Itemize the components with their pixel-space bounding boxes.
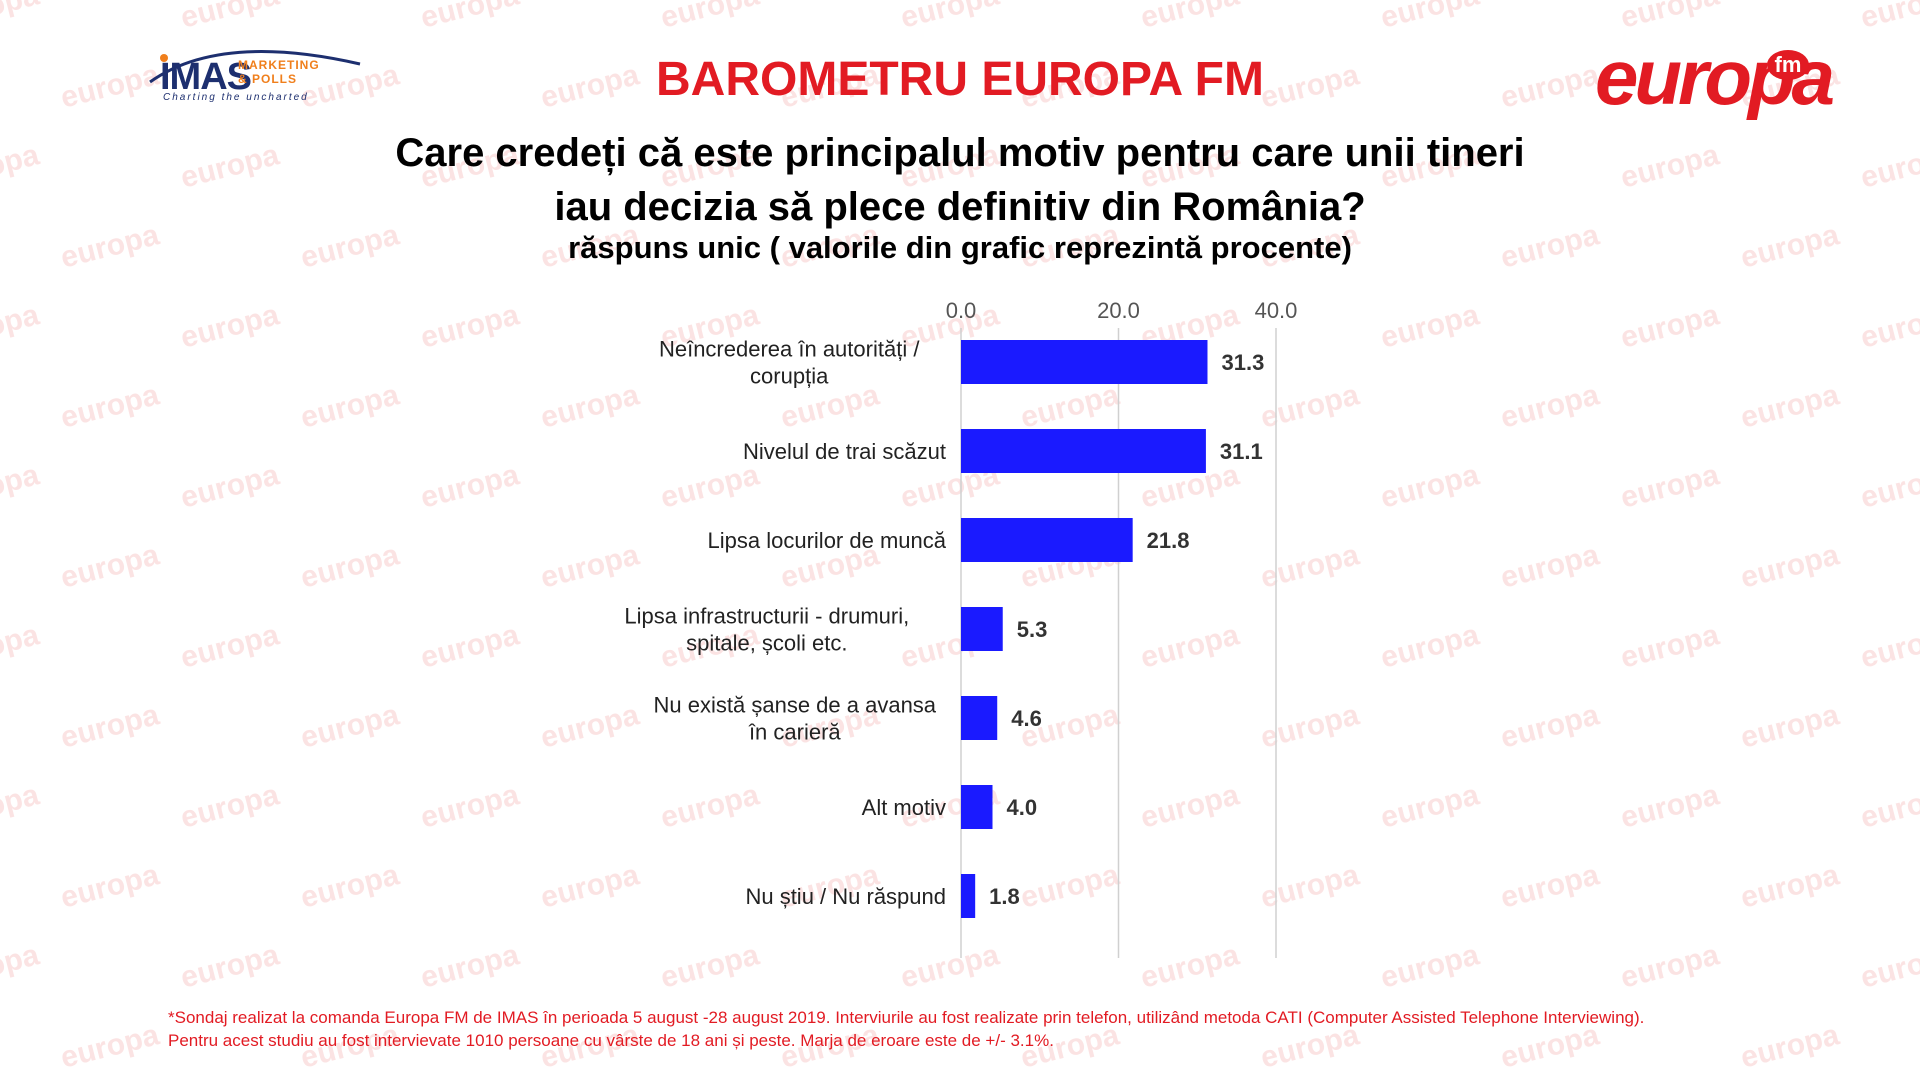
bar	[961, 518, 1133, 562]
bar-value-label: 1.8	[989, 884, 1020, 909]
europa-fm-logo: europa fm	[1595, 32, 1855, 121]
category-label: Lipsa infrastructurii - drumuri, spitale,…	[624, 604, 909, 656]
imas-logo-line2: & POLLS	[238, 72, 298, 86]
category-label-line: corupția	[750, 364, 829, 389]
footnote: *Sondaj realizat la comanda Europa FM de…	[168, 1006, 1888, 1052]
question-title: Care credeți că este principalul motiv p…	[260, 126, 1660, 234]
bar	[961, 607, 1003, 651]
imas-logo-line1: MARKETING	[238, 58, 320, 72]
category-label: Lipsa locurilor de muncă	[708, 528, 947, 553]
question-line-1: Care credeți că este principalul motiv p…	[395, 131, 1525, 175]
bar-value-label: 4.0	[1007, 795, 1038, 820]
bar-value-label: 31.3	[1221, 350, 1264, 375]
imas-logo-tagline: Charting the uncharted	[163, 92, 309, 103]
bar-value-label: 21.8	[1147, 528, 1190, 553]
x-tick-label: 20.0	[1097, 298, 1140, 323]
imas-logo-name: IMAS	[160, 56, 252, 98]
category-label-line: spitale, școli etc.	[686, 631, 847, 656]
category-label-line: Neîncrederea în autorități /	[659, 337, 920, 362]
category-label-line: Lipsa locurilor de muncă	[708, 528, 947, 553]
bar	[961, 874, 976, 918]
bar	[961, 429, 1206, 473]
category-label: Nu știu / Nu răspund	[745, 884, 946, 909]
page-title: BAROMETRU EUROPA FM	[656, 53, 1264, 106]
question-line-2: iau decizia să plece definitiv din Român…	[554, 185, 1366, 229]
bar	[961, 340, 1208, 384]
category-label-line: Nu știu / Nu răspund	[745, 884, 946, 909]
category-label-line: Lipsa infrastructurii - drumuri,	[624, 604, 909, 629]
europa-logo-fm-badge: fm	[1767, 50, 1809, 80]
category-label: Nu există șanse de a avansa în carieră	[654, 693, 937, 745]
category-label-line: Nu există șanse de a avansa	[654, 693, 937, 718]
bar-value-label: 5.3	[1017, 617, 1048, 642]
bar-value-label: 4.6	[1011, 706, 1042, 731]
watermark-text: europa	[57, 1018, 163, 1075]
bar	[961, 785, 993, 829]
footnote-line-1: *Sondaj realizat la comanda Europa FM de…	[168, 1008, 1645, 1027]
imas-logo: IMAS MARKETING & POLLS Charting the unch…	[130, 42, 370, 103]
category-label-line: în carieră	[748, 720, 841, 745]
bar-chart: 0.0 20.0 40.0 31.3 Neîncrederea în autorităț…	[624, 298, 1298, 958]
imas-swoosh-icon	[149, 50, 361, 84]
bar-value-label: 31.1	[1220, 439, 1263, 464]
category-label: Nivelul de trai scăzut	[743, 439, 946, 464]
question-subtitle: răspuns unic ( valorile din grafic repre…	[568, 230, 1352, 265]
x-tick-label: 40.0	[1255, 298, 1298, 323]
category-label: Alt motiv	[862, 795, 946, 820]
category-label-line: Alt motiv	[862, 795, 946, 820]
footnote-line-2: Pentru acest studiu au fost intervievate…	[168, 1031, 1054, 1050]
category-label: Neîncrederea în autorități / corupția	[659, 337, 920, 389]
x-tick-label: 0.0	[946, 298, 977, 323]
category-label-line: Nivelul de trai scăzut	[743, 439, 946, 464]
bar	[961, 696, 998, 740]
